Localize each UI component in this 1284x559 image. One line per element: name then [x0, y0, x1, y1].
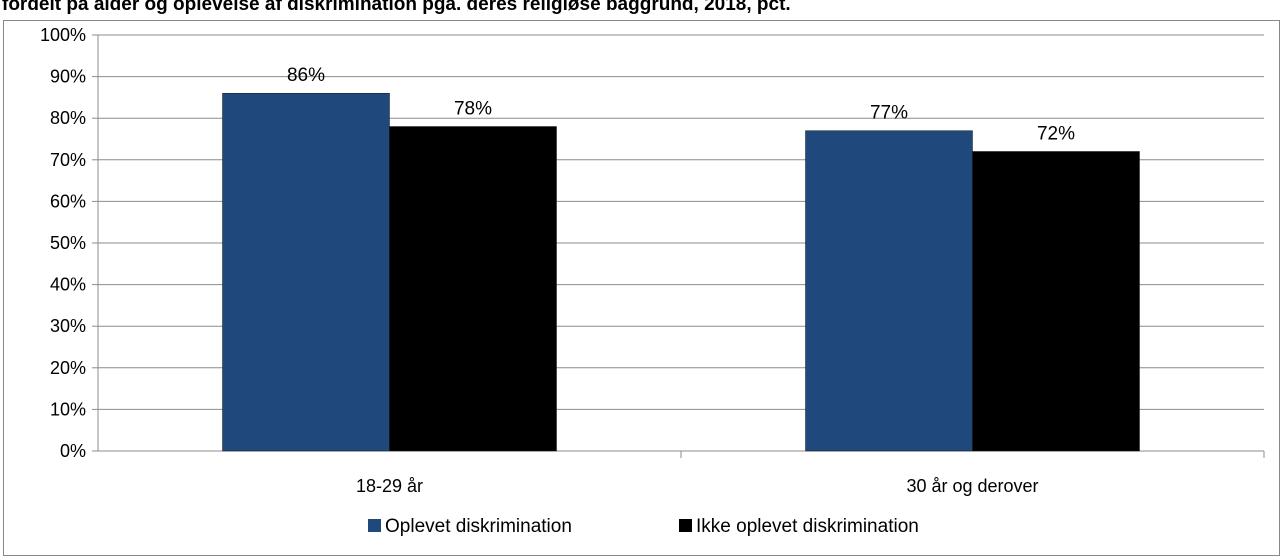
- bar-oplevet: [222, 92, 390, 452]
- data-label: 78%: [454, 99, 492, 120]
- y-tick-label: 20%: [50, 358, 86, 378]
- chart-frame: [3, 20, 1280, 556]
- legend-label: Oplevet diskrimination: [385, 516, 572, 537]
- legend-swatch: [679, 519, 692, 532]
- y-tick-label: 90%: [50, 67, 86, 87]
- x-tick-label: 30 år og derover: [906, 476, 1038, 496]
- y-tick-label: 100%: [40, 25, 86, 45]
- y-tick-label: 60%: [50, 191, 86, 211]
- y-tick-label: 10%: [50, 399, 86, 419]
- data-label: 77%: [870, 103, 908, 124]
- y-tick-label: 50%: [50, 233, 86, 253]
- legend-swatch: [368, 519, 381, 532]
- y-tick-label: 0%: [60, 441, 86, 461]
- chart-title: fordelt på alder og oplevelse af diskrim…: [2, 0, 791, 15]
- bar-ikke-oplevet: [972, 151, 1140, 452]
- y-tick-label: 80%: [50, 108, 86, 128]
- y-tick-label: 30%: [50, 316, 86, 336]
- x-tick-label: 18-29 år: [356, 476, 423, 496]
- y-tick-label: 40%: [50, 275, 86, 295]
- data-label: 86%: [287, 65, 325, 86]
- data-label: 72%: [1037, 123, 1075, 144]
- legend-label: Ikke oplevet diskrimination: [696, 516, 919, 537]
- bar-ikke-oplevet: [389, 126, 557, 452]
- bar-oplevet: [805, 130, 973, 452]
- y-tick-label: 70%: [50, 150, 86, 170]
